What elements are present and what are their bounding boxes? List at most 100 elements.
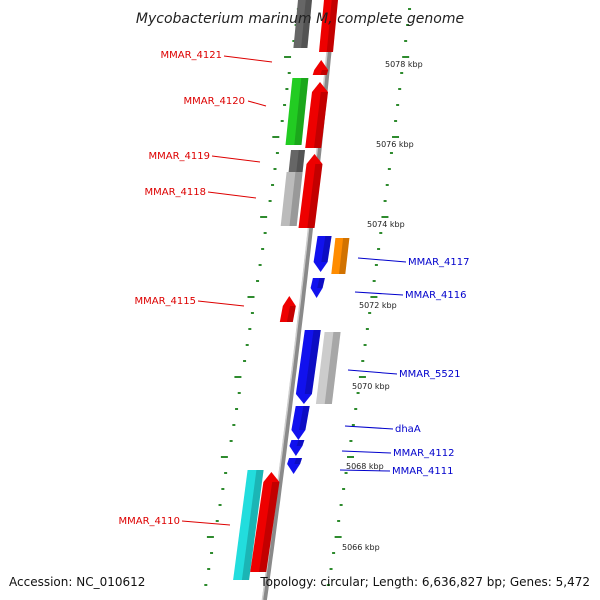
gene-arrow-mmar-4112[interactable]	[289, 440, 305, 456]
tick-mark	[400, 72, 404, 74]
gene-arrow-mmar-4116[interactable]	[310, 278, 325, 298]
tick-mark	[365, 328, 369, 330]
tick-mark	[210, 552, 214, 554]
gene-arrow-mmar-4120[interactable]	[305, 82, 328, 148]
tick-mark	[334, 536, 342, 538]
gene-arrow-mmar-5521[interactable]	[295, 330, 321, 404]
label-leader-line	[341, 450, 392, 454]
gene-shading	[286, 306, 296, 322]
tick-mark	[349, 440, 353, 442]
tick-mark	[344, 472, 348, 474]
gene-label-mmar-4110[interactable]: MMAR_4110	[119, 516, 181, 527]
tick-mark	[342, 488, 346, 490]
kbp-label: 5076 kbp	[376, 140, 414, 149]
tick-mark	[234, 376, 242, 378]
tick-mark	[272, 136, 280, 138]
gene-arrow-mmar-4118[interactable]	[298, 154, 323, 228]
gene-shading	[339, 238, 350, 274]
tick-mark	[285, 88, 289, 90]
gene-shading	[304, 330, 321, 394]
label-leader-lines	[181, 55, 407, 526]
gene-label-mmar-4112[interactable]: MMAR_4112	[393, 448, 455, 459]
gene-shading	[324, 332, 341, 404]
gene-block-mmar-4118[interactable]	[280, 172, 303, 226]
gene-shading	[299, 406, 310, 430]
kbp-label: 5078 kbp	[385, 60, 423, 69]
gene-block-mmar-4119[interactable]	[288, 150, 305, 172]
gene-arrow-dhaa[interactable]	[291, 406, 310, 440]
label-leader-line	[347, 369, 398, 375]
tick-mark	[260, 216, 268, 218]
tick-mark	[232, 424, 236, 426]
gene-label-mmar-4119[interactable]: MMAR_4119	[149, 151, 211, 162]
tick-mark	[370, 296, 378, 298]
gene-label-mmar-4115[interactable]: MMAR_4115	[135, 296, 197, 307]
tick-mark	[337, 520, 341, 522]
tick-mark	[215, 520, 219, 522]
tick-mark	[280, 120, 284, 122]
gene-block-mmar-4120[interactable]	[285, 78, 309, 145]
gene-shading	[307, 164, 323, 228]
gene-shading	[294, 78, 309, 145]
tick-mark	[356, 392, 360, 394]
kbp-label: 5070 kbp	[352, 382, 390, 391]
gene-block-grey[interactable]	[293, 0, 312, 48]
gene-shading	[296, 440, 305, 446]
tick-mark	[377, 248, 381, 250]
tick-mark	[243, 360, 247, 362]
kbp-label: 5068 kbp	[346, 462, 384, 471]
tick-mark	[379, 232, 383, 234]
gene-shading	[317, 278, 325, 288]
tick-mark	[347, 456, 355, 458]
gene-label-mmar-4117[interactable]: MMAR_4117	[408, 257, 470, 268]
accession-text: Accession: NC_010612	[9, 575, 145, 589]
gene-label-mmar-4111[interactable]: MMAR_4111	[392, 466, 454, 477]
gene-label-mmar-4120[interactable]: MMAR_4120	[184, 96, 246, 107]
gene-block-mmar-4122[interactable]	[319, 0, 338, 52]
gene-block-mmar-5521[interactable]	[315, 332, 341, 404]
gene-block-mmar-4110[interactable]	[233, 470, 264, 580]
kbp-label: 5074 kbp	[367, 220, 405, 229]
gene-shading	[289, 172, 303, 226]
tick-mark	[292, 40, 296, 42]
tick-mark	[287, 72, 291, 74]
tick-mark	[326, 584, 330, 586]
label-leader-line	[339, 469, 391, 472]
tick-mark	[275, 152, 279, 154]
label-leader-line	[354, 291, 404, 296]
tick-mark	[402, 56, 410, 58]
tick-mark	[224, 472, 228, 474]
tick-mark	[218, 504, 222, 506]
tick-mark	[339, 504, 343, 506]
tick-mark	[207, 568, 211, 570]
label-leader-line	[344, 425, 394, 430]
tick-marks	[204, 8, 412, 586]
tick-mark	[404, 40, 408, 42]
gene-arrow-mmar-4117[interactable]	[313, 236, 332, 272]
tick-mark	[361, 360, 365, 362]
tick-mark	[221, 488, 225, 490]
gene-arrow-mmar-4121[interactable]	[312, 60, 329, 75]
tick-mark	[283, 104, 287, 106]
tick-mark	[247, 296, 255, 298]
gene-label-mmar-5521[interactable]: MMAR_5521	[399, 369, 461, 380]
gene-shading	[326, 0, 338, 52]
gene-arrow-mmar-4115[interactable]	[279, 296, 296, 322]
gene-label-mmar-4116[interactable]: MMAR_4116	[405, 290, 467, 301]
tick-mark	[392, 136, 400, 138]
label-leader-line	[207, 191, 257, 199]
tick-mark	[237, 392, 241, 394]
gene-shading	[321, 236, 332, 262]
gene-label-mmar-4121[interactable]: MMAR_4121	[161, 50, 223, 61]
gene-arrow-mmar-4110[interactable]	[250, 472, 280, 572]
gene-features	[233, 0, 350, 580]
tick-mark	[329, 568, 333, 570]
tick-mark	[271, 184, 275, 186]
gene-label-dhaa[interactable]: dhaA	[395, 424, 421, 435]
tick-mark	[250, 312, 254, 314]
gene-arrow-mmar-4111[interactable]	[287, 458, 303, 474]
tick-mark	[385, 184, 389, 186]
gene-block-mmar-4117[interactable]	[331, 238, 350, 274]
tick-mark	[204, 584, 208, 586]
gene-label-mmar-4118[interactable]: MMAR_4118	[145, 187, 207, 198]
